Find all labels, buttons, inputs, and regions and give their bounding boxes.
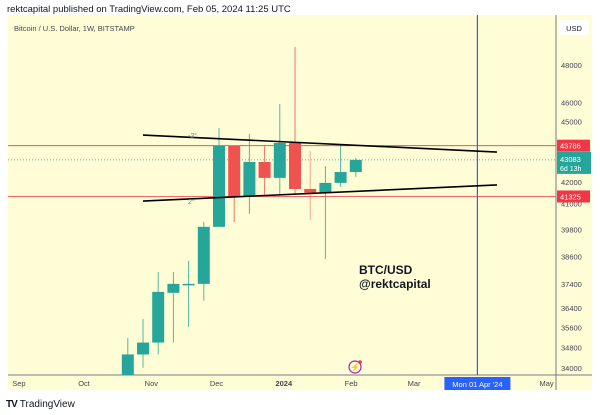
chart-annotation-text: BTC/USD [359, 263, 413, 277]
chart-title: Bitcoin / U.S. Dollar, 1W, BITSTAMP [14, 24, 135, 33]
candle-body [334, 172, 347, 183]
tradingview-logo-icon: TV [6, 399, 18, 410]
candle-body [152, 291, 165, 343]
currency-label: USD [566, 24, 582, 33]
chart-background [8, 15, 592, 390]
x-tick-label: Feb [345, 379, 358, 388]
x-tick-label: 2024 [275, 379, 293, 388]
lightning-glyph: ⚡ [350, 362, 360, 372]
y-tick-label: 35600 [561, 323, 582, 332]
y-tick-label: 34800 [561, 343, 582, 352]
trendline-angle-label: 2° [188, 198, 195, 206]
x-tick-label: May [539, 379, 553, 388]
candle-body [349, 159, 362, 173]
y-tick-label: 37400 [561, 280, 582, 289]
y-tick-label: 41000 [561, 199, 582, 208]
y-tick-label: 46000 [561, 98, 582, 107]
x-tick-label: Dec [210, 379, 224, 388]
trendline [142, 134, 497, 153]
current-price-tag [557, 151, 591, 174]
candle-body [213, 145, 225, 227]
current-price-label: 43083 [560, 155, 581, 164]
y-tick-label: 38600 [561, 252, 582, 261]
level-price-tag [557, 139, 590, 152]
brand-label: TradingView [19, 399, 75, 410]
y-tick-label: 42000 [561, 178, 582, 187]
level-price-label: 41325 [560, 192, 581, 201]
bar-countdown-label: 6d 13h [560, 166, 582, 173]
lightning-icon [348, 360, 362, 374]
y-tick-label: 45000 [561, 118, 582, 127]
x-tick-label: Oct [78, 379, 91, 388]
candle-body [228, 145, 241, 197]
candle-body [304, 188, 317, 193]
x-tick-label: Sep [12, 379, 25, 388]
candle-body [319, 182, 332, 193]
candle-body [137, 342, 149, 355]
y-tick-label: 34000 [561, 364, 582, 373]
chart-annotation-text: @rektcapital [359, 277, 431, 291]
trendline-angle-label: -2° [188, 132, 197, 140]
trendline [142, 184, 497, 202]
publisher-line: rektcapital published on TradingView.com… [7, 4, 291, 15]
candle-body [121, 354, 134, 375]
candle-body [182, 283, 195, 286]
date-marker-label: Mon 01 Apr '24 [452, 380, 502, 389]
level-price-label: 43786 [560, 142, 581, 151]
y-tick-label: 48000 [561, 61, 582, 70]
candle-body [273, 142, 286, 178]
y-tick-label: 36400 [561, 304, 582, 313]
x-tick-label: Mar [408, 379, 421, 388]
date-marker-tag [444, 377, 511, 390]
y-tick-label: 39800 [561, 225, 582, 234]
candle-body [167, 283, 180, 293]
candle-body [243, 161, 256, 197]
candle-body [197, 226, 210, 284]
tradingview-footer[interactable]: TV TradingView [6, 399, 75, 410]
x-tick-label: Nov [145, 379, 159, 388]
candle-body [289, 142, 301, 189]
currency-box [559, 20, 589, 35]
notification-dot [358, 360, 362, 364]
level-price-tag [557, 190, 590, 203]
candle-body [258, 161, 271, 178]
